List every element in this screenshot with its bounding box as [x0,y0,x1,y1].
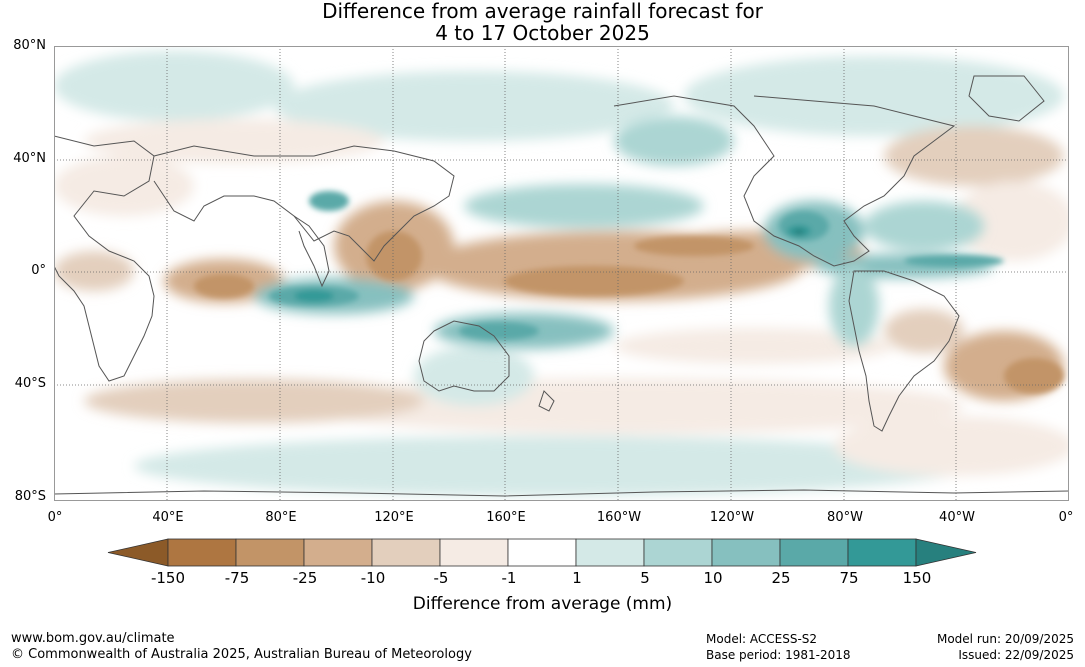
legend-swatch [847,538,917,567]
legend-tick-label: 10 [703,569,723,587]
strong-anomaly-layer [194,191,1064,394]
title-line-1: Difference from average rainfall forecas… [322,0,763,23]
legend-tick-label: -150 [150,569,186,587]
coast-africa-europe [54,135,155,382]
title-line-2: 4 to 17 October 2025 [435,21,650,45]
lat-label-0: 0° [31,263,46,278]
legend-tick-label: 1 [572,569,582,587]
light-anomaly-layer [54,51,1069,496]
coast-india [293,215,330,288]
coast-australia [418,320,510,392]
legend-swatch-max [915,538,977,567]
coast-greenland [968,75,1045,122]
legend-swatch-min [107,538,169,567]
footer-url[interactable]: www.bom.gov.au/climate [11,631,175,646]
coastlines [54,75,1069,497]
legend-tick-label: -10 [360,569,386,587]
lon-label-80w: 80°W [827,510,863,525]
lon-label-120e: 120°E [374,510,414,525]
legend-tick-label: -75 [224,569,250,587]
legend-tick-label: 75 [839,569,859,587]
coast-eurasia [153,145,455,262]
footer-model-run: Model run: 20/09/2025 [936,632,1074,646]
legend-title: Difference from average (mm) [412,594,673,614]
coast-new-zealand [538,390,555,412]
footer-copyright: © Commonwealth of Australia 2025, Austra… [11,647,472,662]
footer-model-info: Model: ACCESS-S2 Base period: 1981-2018 [706,631,851,663]
footer-dates: Model run: 20/09/2025 Issued: 22/09/2025 [937,631,1074,663]
lon-label-160e: 160°E [486,510,526,525]
footer-left: www.bom.gov.au/climate © Commonwealth of… [11,631,472,663]
legend-tick-label: -25 [292,569,318,587]
lon-label-40e: 40°E [152,510,184,525]
coast-north-america [613,95,956,267]
lon-label-120w: 120°W [709,510,755,525]
lon-label-0-left: 0° [47,510,63,525]
legend-swatch [439,538,509,567]
legend-swatch [303,538,373,567]
legend-swatch [643,538,713,567]
lon-label-80e: 80°E [265,510,297,525]
coast-antarctica [54,489,1069,497]
legend-tick-label: 25 [771,569,791,587]
legend-swatch [167,538,237,567]
lon-label-160w: 160°W [596,510,642,525]
rainfall-anomaly-map [54,46,1069,501]
footer-issued: Issued: 22/09/2025 [958,648,1074,662]
coast-south-america [848,270,960,432]
lat-label-40s: 40°S [14,376,46,391]
graticule [54,46,1069,501]
lat-label-80n: 80°N [13,38,46,53]
legend-tick-label: 150 [902,569,932,587]
legend-tick-label: -1 [501,569,517,587]
legend-swatch [371,538,441,567]
map-title: Difference from average rainfall forecas… [0,0,1085,44]
lon-label-0-right: 0° [1058,510,1074,525]
legend-tick-label: -5 [433,569,449,587]
legend-swatch [575,538,645,567]
legend-swatch [507,538,577,567]
footer-base-period: Base period: 1981-2018 [706,648,851,662]
legend-swatch [235,538,305,567]
lon-label-40w: 40°W [939,510,975,525]
lat-label-40n: 40°N [13,151,46,166]
legend-colorbar [107,538,977,567]
legend-swatch [711,538,781,567]
legend-swatch [779,538,849,567]
footer-model: Model: ACCESS-S2 [706,632,818,646]
lat-label-80s: 80°S [14,489,46,504]
legend-tick-label: 5 [640,569,650,587]
